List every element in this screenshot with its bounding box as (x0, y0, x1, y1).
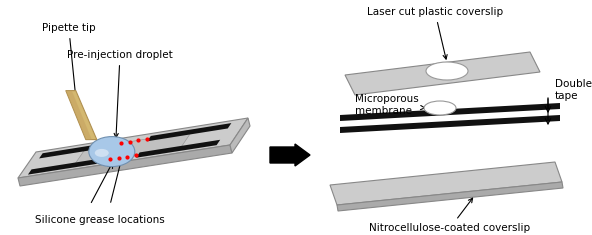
FancyArrow shape (270, 144, 310, 166)
Polygon shape (340, 115, 560, 133)
Text: Pipette tip: Pipette tip (42, 23, 96, 114)
Text: Pre-injection droplet: Pre-injection droplet (67, 50, 173, 137)
Polygon shape (75, 132, 191, 164)
Polygon shape (18, 118, 248, 178)
Text: Double-sided
tape: Double-sided tape (555, 79, 592, 101)
Text: Silicone grease locations: Silicone grease locations (35, 215, 165, 225)
Polygon shape (136, 140, 220, 158)
Text: Laser cut plastic coverslip: Laser cut plastic coverslip (367, 7, 503, 59)
Polygon shape (147, 123, 231, 141)
Ellipse shape (424, 101, 456, 115)
Polygon shape (28, 157, 112, 175)
Polygon shape (66, 91, 92, 140)
Polygon shape (230, 118, 250, 153)
Ellipse shape (95, 149, 109, 157)
Text: Nitrocellulose-coated coverslip: Nitrocellulose-coated coverslip (369, 198, 530, 233)
Ellipse shape (426, 62, 468, 80)
Text: Microporous
membrane: Microporous membrane (355, 94, 425, 116)
Polygon shape (39, 140, 123, 158)
Polygon shape (330, 162, 562, 205)
Polygon shape (18, 145, 232, 186)
Polygon shape (340, 103, 560, 121)
Polygon shape (66, 91, 97, 140)
Ellipse shape (89, 137, 135, 167)
Polygon shape (337, 182, 563, 211)
Polygon shape (345, 52, 540, 95)
